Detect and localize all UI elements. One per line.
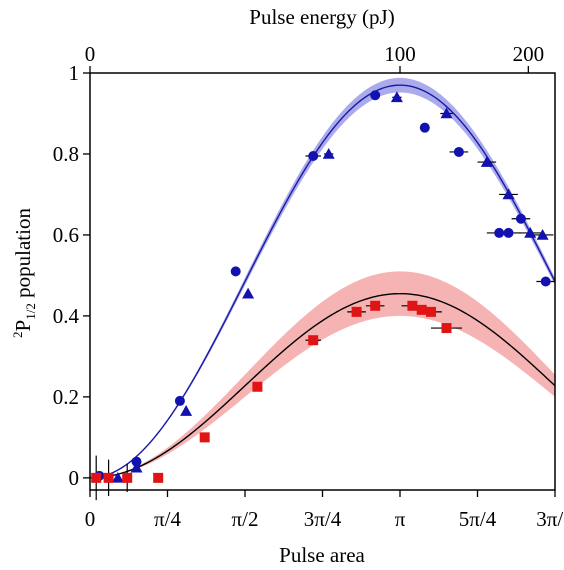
data-point-triangle (502, 188, 515, 200)
x-tick-label: π (395, 507, 406, 531)
data-point-square (91, 472, 102, 483)
data-markers (91, 90, 551, 483)
x-tick-label: 3π/4 (304, 507, 342, 531)
y-axis-title-subscript: 1/2 (23, 303, 38, 320)
data-point-circle (540, 276, 551, 287)
data-point-circle (370, 90, 381, 101)
data-point-circle (494, 227, 505, 238)
data-point-triangle (130, 461, 143, 473)
plot-frame (89, 72, 556, 491)
data-point-triangle (322, 147, 335, 159)
top-x-tick-label: 0 (85, 42, 96, 66)
fit-curves (89, 84, 556, 479)
x-tick-label: π/4 (154, 507, 181, 531)
y-axis-title: 2P1/2 population (10, 208, 38, 338)
y-tick-label: 0.2 (53, 385, 79, 409)
data-point-square (407, 300, 418, 311)
data-point-square (103, 472, 114, 483)
data-point-triangle (524, 226, 537, 238)
y-tick-label: 0.6 (53, 223, 79, 247)
fit-uncertainty-bands (90, 77, 555, 478)
y-tick-label: 0.8 (53, 142, 79, 166)
top-x-tick-label: 100 (384, 42, 416, 66)
data-point-triangle (111, 471, 124, 483)
x-tick-label: 5π/4 (459, 507, 497, 531)
data-point-square (441, 323, 452, 334)
data-point-circle (230, 266, 241, 277)
y-tick-label: 1 (69, 61, 80, 85)
axis-ticks: 0π/4π/23π/4π5π/43π/200.20.40.60.81010020… (53, 42, 564, 531)
data-point-square (426, 306, 436, 317)
data-point-square (252, 381, 263, 392)
x-tick-label: π/2 (232, 507, 259, 531)
data-point-circle (503, 227, 514, 238)
data-point-circle (174, 395, 185, 406)
data-point-circle (453, 146, 464, 157)
y-axis-title-superscript: 2 (10, 331, 25, 338)
data-point-circle (308, 150, 319, 161)
top-x-tick-label: 200 (513, 42, 545, 66)
data-point-triangle (440, 107, 453, 119)
y-tick-label: 0 (69, 466, 80, 490)
data-point-circle (419, 122, 430, 133)
y-tick-label: 0.4 (53, 304, 80, 328)
data-point-square (308, 335, 319, 346)
data-point-circle (131, 456, 142, 467)
data-point-square (199, 432, 210, 443)
data-point-circle (515, 213, 526, 224)
data-point-triangle (480, 156, 493, 167)
data-point-triangle (536, 228, 549, 240)
x-axis-title: Pulse area (279, 543, 365, 567)
data-point-square (370, 300, 381, 311)
data-point-square (416, 304, 427, 315)
y-axis-title-main: P (11, 320, 35, 332)
data-point-triangle (390, 91, 403, 103)
fit-curve-0 (89, 84, 556, 479)
y-axis-title-rest: population (11, 208, 35, 304)
top-x-axis-title: Pulse energy (pJ) (249, 5, 394, 29)
fit-band-0 (90, 77, 555, 478)
data-point-triangle (180, 405, 193, 416)
x-tick-label: 3π/2 (536, 507, 564, 531)
data-point-triangle (242, 287, 255, 299)
fit-curve-1 (89, 292, 556, 479)
data-point-square (122, 472, 133, 483)
fit-band-1 (90, 271, 555, 478)
data-point-square (153, 472, 164, 483)
x-tick-label: 0 (85, 507, 96, 531)
svg-text:2P1/2 population: 2P1/2 population (10, 208, 38, 338)
data-point-square (351, 306, 362, 317)
